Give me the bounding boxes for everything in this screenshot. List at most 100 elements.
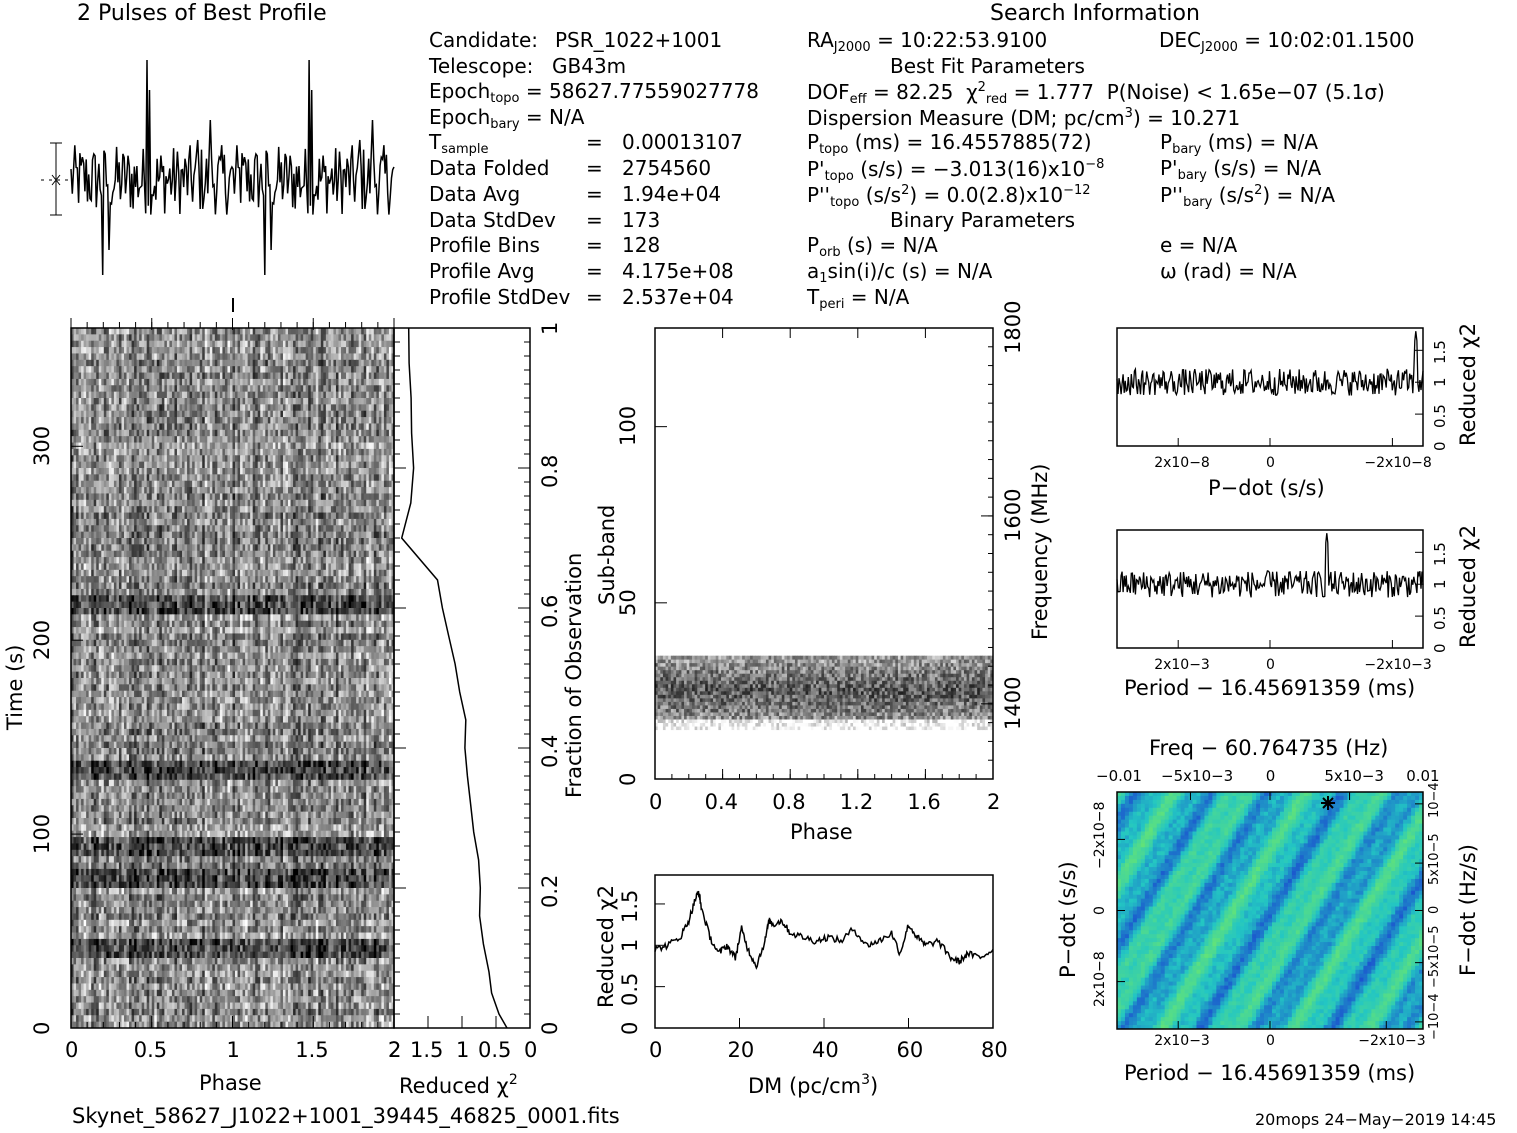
tp-cell xyxy=(164,557,168,564)
tp-cell xyxy=(386,468,390,475)
tp-cell xyxy=(361,518,365,526)
tp-cell xyxy=(207,328,211,335)
tp-cell xyxy=(242,557,246,564)
tp-cell xyxy=(141,328,145,335)
tp-cell xyxy=(255,398,259,405)
tp-cell xyxy=(330,353,334,361)
tp-cell xyxy=(222,487,226,494)
tp-cell xyxy=(386,531,390,539)
tp-cell xyxy=(141,391,145,399)
tp-cell xyxy=(123,378,127,386)
tp-cell xyxy=(176,480,180,488)
tp-cell xyxy=(171,480,175,488)
tp-cell xyxy=(184,372,188,380)
tp-cell xyxy=(388,531,392,539)
tp-cell xyxy=(303,423,307,431)
tp-cell xyxy=(237,410,241,418)
tp-cell xyxy=(288,506,291,513)
tp-cell xyxy=(295,455,299,463)
tp-cell xyxy=(270,544,274,552)
tp-cell xyxy=(71,493,74,501)
tp-cell xyxy=(184,391,188,399)
tp-cell xyxy=(363,398,367,405)
tp-cell xyxy=(346,448,349,456)
tp-cell xyxy=(383,448,387,456)
tp-cell xyxy=(282,423,286,431)
tp-cell xyxy=(131,417,135,424)
tp-cell xyxy=(91,391,95,399)
tp-cell xyxy=(222,480,226,488)
tp-cell xyxy=(93,359,97,367)
tp-cell xyxy=(298,423,302,431)
tp-cell xyxy=(71,347,74,354)
tp-cell xyxy=(346,474,349,482)
tp-cell xyxy=(76,372,79,380)
tp-cell xyxy=(212,569,216,577)
tp-cell xyxy=(257,366,261,373)
tp-cell xyxy=(141,442,145,450)
tp-cell xyxy=(88,353,92,361)
tp-cell xyxy=(76,391,79,399)
tp-cell xyxy=(207,506,211,513)
tp-cell xyxy=(346,480,349,488)
tp-cell xyxy=(144,525,148,533)
tp-cell xyxy=(378,398,382,405)
tp-cell xyxy=(318,436,322,443)
tp-cell xyxy=(376,404,380,412)
tp-cell xyxy=(116,378,120,386)
tp-cell xyxy=(240,347,243,354)
tp-cell xyxy=(335,544,339,552)
tp-cell xyxy=(358,410,362,418)
tp-cell xyxy=(277,448,281,456)
tp-cell xyxy=(275,378,279,386)
tp-cell xyxy=(141,436,145,443)
tp-cell xyxy=(262,499,266,507)
tp-cell xyxy=(73,366,77,373)
tp-cell xyxy=(207,391,211,399)
tp-cell xyxy=(199,429,203,437)
tp-cell xyxy=(255,436,259,443)
tp-cell xyxy=(290,550,294,558)
tp-cell xyxy=(83,499,87,507)
tp-cell xyxy=(232,410,236,418)
tp-cell xyxy=(207,499,211,507)
tp-cell xyxy=(351,512,355,520)
tp-cell xyxy=(300,563,304,571)
tp-cell xyxy=(288,480,291,488)
tp-cell xyxy=(288,512,291,520)
tp-cell xyxy=(106,563,110,571)
tp-cell xyxy=(164,353,168,361)
tp-cell xyxy=(368,442,372,450)
tp-cell xyxy=(295,525,299,533)
tp-cell xyxy=(71,525,74,533)
tp-cell xyxy=(126,563,130,571)
tp-cell xyxy=(330,499,334,507)
tp-cell xyxy=(149,417,153,424)
tp-cell xyxy=(353,372,357,380)
tp-cell xyxy=(219,340,223,348)
tp-cell xyxy=(247,328,251,335)
tp-cell xyxy=(267,538,271,545)
tp-cell xyxy=(131,359,135,367)
tp-cell xyxy=(214,334,218,342)
tp-cell xyxy=(209,340,213,348)
tp-cell xyxy=(121,518,125,526)
tp-cell xyxy=(151,359,155,367)
tp-cell xyxy=(232,398,236,405)
tp-cell xyxy=(76,506,79,513)
tp-cell xyxy=(235,455,238,463)
tp-cell xyxy=(151,557,155,564)
tp-cell xyxy=(171,340,175,348)
tp-cell xyxy=(383,410,387,418)
tp-cell xyxy=(245,474,249,482)
tp-cell xyxy=(187,525,190,533)
tp-cell xyxy=(108,538,112,545)
tp-cell xyxy=(265,563,269,571)
tp-cell xyxy=(252,404,256,412)
tp-cell xyxy=(330,340,334,348)
tp-cell xyxy=(308,525,312,533)
tp-cell xyxy=(217,404,221,412)
tp-cell xyxy=(320,378,324,386)
tp-cell xyxy=(73,347,77,354)
tp-cell xyxy=(277,385,281,393)
